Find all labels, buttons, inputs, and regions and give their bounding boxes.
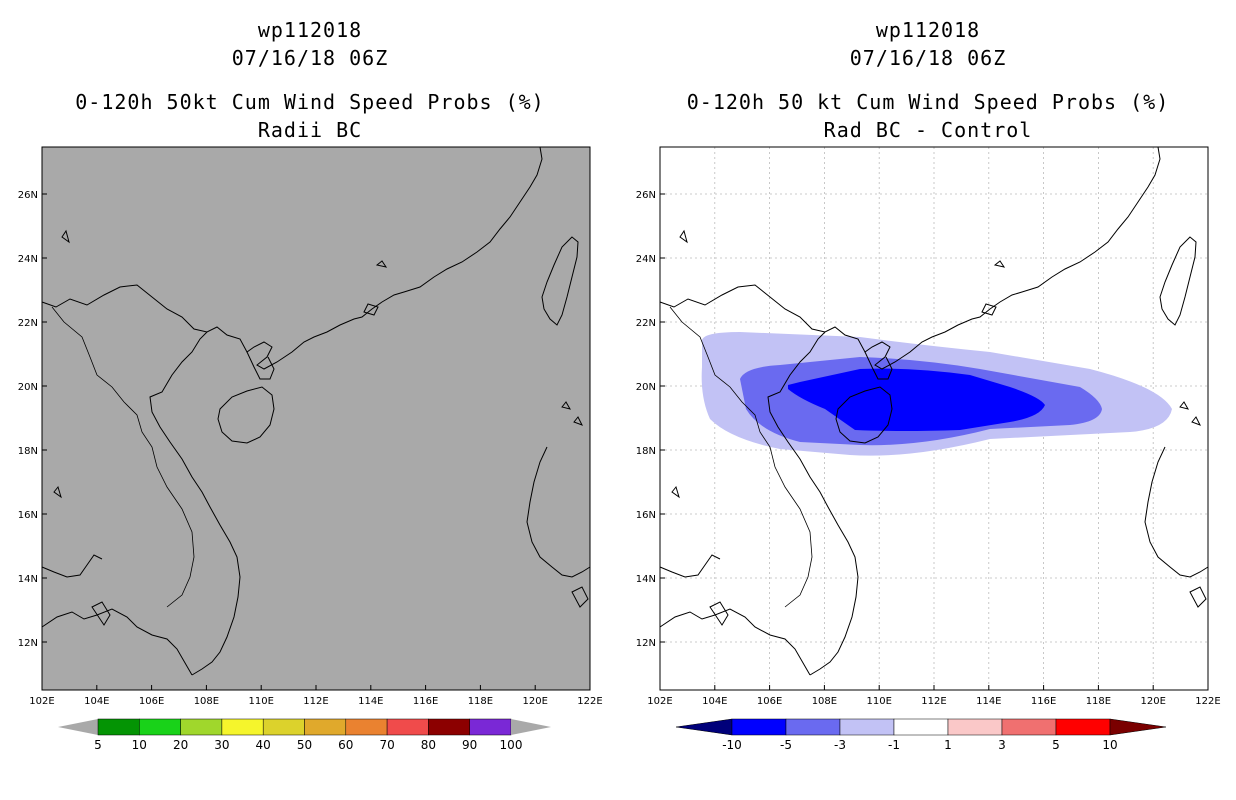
right-storm-id: wp112018 bbox=[875, 18, 981, 42]
right-colorbar-swatch bbox=[731, 718, 787, 736]
left-colorbar-swatch bbox=[304, 718, 347, 736]
left-lon-tick-label: 116E bbox=[413, 696, 438, 707]
right-lon-tick-label: 110E bbox=[866, 696, 891, 707]
left-colorbar-label: 10 bbox=[132, 738, 147, 752]
right-datetime: 07/16/18 06Z bbox=[849, 46, 1007, 70]
left-lon-tick-label: 112E bbox=[303, 696, 328, 707]
left-colorbar-swatch bbox=[139, 718, 181, 736]
left-lat-tick-label: 16N bbox=[18, 510, 38, 521]
right-colorbar-swatch bbox=[839, 718, 895, 736]
left-colorbar-swatch bbox=[262, 718, 305, 736]
left-lat-tick-label: 14N bbox=[18, 574, 38, 585]
right-lat-tick-label: 26N bbox=[636, 190, 656, 201]
left-colorbar-label: 100 bbox=[500, 738, 523, 752]
left-lat-tick-label: 26N bbox=[18, 190, 38, 201]
right-lon-tick-label: 104E bbox=[702, 696, 727, 707]
right-lat-tick-label: 14N bbox=[636, 574, 656, 585]
left-lon-tick-label: 118E bbox=[468, 696, 493, 707]
right-colorbar-swatch bbox=[1001, 718, 1057, 736]
right-colorbar-label: -5 bbox=[780, 738, 792, 752]
right-lat-tick-label: 18N bbox=[636, 446, 656, 457]
right-lon-tick-label: 118E bbox=[1086, 696, 1111, 707]
right-colorbar-label: 1 bbox=[944, 738, 952, 752]
left-chart-title: 0-120h 50kt Cum Wind Speed Probs (%) bbox=[75, 90, 545, 114]
left-colorbar: 5 10 20 30 40 50 60 70 80 90 100 bbox=[58, 718, 551, 752]
right-colorbar-label: -1 bbox=[888, 738, 900, 752]
right-lon-tick-label: 114E bbox=[976, 696, 1001, 707]
right-colorbar: -10 -5 -3 -1 1 3 5 10 bbox=[675, 718, 1167, 752]
right-colorbar-left-arrow bbox=[675, 718, 733, 736]
right-colorbar-right-arrow bbox=[1109, 718, 1167, 736]
right-chart-title: 0-120h 50 kt Cum Wind Speed Probs (%) bbox=[686, 90, 1170, 114]
right-colorbar-swatch bbox=[785, 718, 841, 736]
left-lat-tick-label: 24N bbox=[18, 254, 38, 265]
right-lat-tick-label: 20N bbox=[636, 382, 656, 393]
right-colorbar-swatch bbox=[1055, 718, 1111, 736]
right-colorbar-label: -10 bbox=[722, 738, 742, 752]
left-datetime: 07/16/18 06Z bbox=[231, 46, 389, 70]
right-map-panel bbox=[659, 146, 1209, 691]
right-colorbar-label: -3 bbox=[834, 738, 846, 752]
left-lon-tick-label: 122E bbox=[577, 696, 602, 707]
left-lon-tick-label: 120E bbox=[522, 696, 547, 707]
right-lon-tick-label: 116E bbox=[1031, 696, 1056, 707]
left-colorbar-swatch bbox=[469, 718, 512, 736]
left-lon-tick-label: 108E bbox=[194, 696, 219, 707]
left-colorbar-label: 40 bbox=[256, 738, 271, 752]
right-colorbar-swatch bbox=[893, 718, 949, 736]
left-colorbar-right-arrow bbox=[511, 719, 551, 735]
contour-minus-5 bbox=[788, 368, 1045, 431]
right-lon-tick-label: 106E bbox=[757, 696, 782, 707]
left-colorbar-swatch bbox=[428, 718, 470, 736]
left-colorbar-label: 70 bbox=[379, 738, 394, 752]
right-colorbar-label: 10 bbox=[1102, 738, 1117, 752]
left-colorbar-label: 30 bbox=[214, 738, 229, 752]
left-colorbar-left-arrow bbox=[58, 719, 98, 735]
right-colorbar-swatch bbox=[947, 718, 1003, 736]
right-lon-labels: 102E 104E 106E 108E 110E 112E 114E 116E 118E 120E… bbox=[647, 685, 1221, 707]
left-colorbar-label: 80 bbox=[421, 738, 436, 752]
left-lat-tick-label: 22N bbox=[18, 318, 38, 329]
left-lat-labels: 26N 24N 22N 20N 18N 16N 14N 12N bbox=[18, 190, 47, 649]
right-chart-subtitle: Rad BC - Control bbox=[823, 118, 1033, 142]
right-lat-tick-label: 16N bbox=[636, 510, 656, 521]
right-lon-tick-label: 120E bbox=[1140, 696, 1165, 707]
right-colorbar-label: 3 bbox=[998, 738, 1006, 752]
right-lat-tick-label: 24N bbox=[636, 254, 656, 265]
left-storm-id: wp112018 bbox=[257, 18, 363, 42]
right-panel-title-block: wp112018 07/16/18 06Z 0-120h 50 kt Cum W… bbox=[618, 16, 1236, 144]
right-lat-tick-label: 12N bbox=[636, 638, 656, 649]
left-lon-tick-label: 104E bbox=[84, 696, 109, 707]
right-lat-tick-label: 22N bbox=[636, 318, 656, 329]
left-panel-title-block: wp112018 07/16/18 06Z 0-120h 50kt Cum Wi… bbox=[0, 16, 620, 144]
left-chart-subtitle: Radii BC bbox=[257, 118, 363, 142]
left-map-background bbox=[41, 146, 591, 691]
left-colorbar-swatch bbox=[180, 718, 223, 736]
left-lat-tick-label: 12N bbox=[18, 638, 38, 649]
left-colorbar-label: 50 bbox=[297, 738, 312, 752]
left-colorbar-label: 5 bbox=[94, 738, 102, 752]
left-colorbar-swatch bbox=[345, 718, 388, 736]
left-colorbar-label: 20 bbox=[173, 738, 188, 752]
right-colorbar-label: 5 bbox=[1052, 738, 1060, 752]
left-lon-labels: 102E 104E 106E 108E 110E 112E 114E 116E 118E 120E… bbox=[29, 685, 603, 707]
left-colorbar-swatch bbox=[97, 718, 140, 736]
left-map-panel bbox=[41, 146, 591, 691]
left-colorbar-swatch bbox=[386, 718, 429, 736]
right-lat-labels: 26N 24N 22N 20N 18N 16N 14N 12N bbox=[636, 190, 665, 649]
left-colorbar-label: 90 bbox=[462, 738, 477, 752]
left-colorbar-swatch bbox=[221, 718, 264, 736]
right-lon-tick-label: 122E bbox=[1195, 696, 1220, 707]
left-colorbar-label: 60 bbox=[338, 738, 353, 752]
right-lon-tick-label: 108E bbox=[812, 696, 837, 707]
left-lat-tick-label: 18N bbox=[18, 446, 38, 457]
right-lon-tick-label: 102E bbox=[647, 696, 672, 707]
left-lon-tick-label: 102E bbox=[29, 696, 54, 707]
right-lon-tick-label: 112E bbox=[921, 696, 946, 707]
left-lon-tick-label: 114E bbox=[358, 696, 383, 707]
left-lat-tick-label: 20N bbox=[18, 382, 38, 393]
left-lon-tick-label: 110E bbox=[248, 696, 273, 707]
left-lon-tick-label: 106E bbox=[139, 696, 164, 707]
